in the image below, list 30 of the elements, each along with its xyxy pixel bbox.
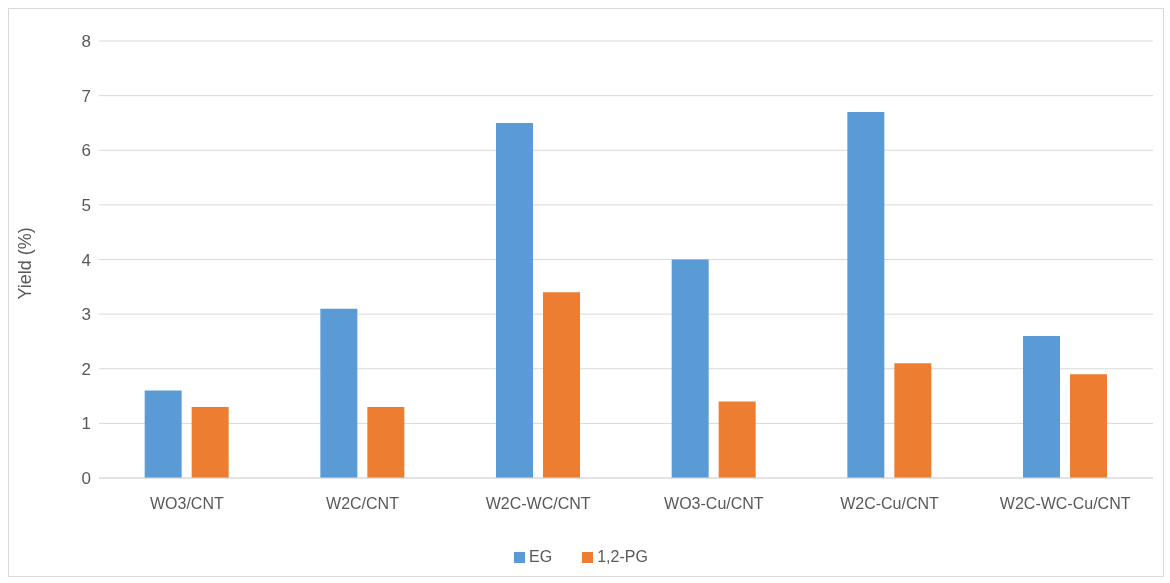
bar xyxy=(543,292,581,478)
y-tick-label: 7 xyxy=(81,86,91,106)
bar xyxy=(718,401,756,478)
x-tick-label: WO3/CNT xyxy=(149,495,224,513)
y-tick-label: 8 xyxy=(81,32,91,52)
y-tick-label: 1 xyxy=(81,414,91,434)
bar xyxy=(367,406,405,478)
bar xyxy=(671,259,709,478)
y-tick-label: 2 xyxy=(81,359,91,379)
bar xyxy=(1023,335,1061,478)
y-axis-title: Yield (%) xyxy=(15,227,36,300)
bar xyxy=(320,308,358,478)
bar xyxy=(496,122,534,478)
bar xyxy=(144,390,182,478)
x-tick-label: W2C-WC-Cu/CNT xyxy=(999,495,1131,513)
x-tick-label: W2C-WC/CNT xyxy=(485,495,591,513)
y-tick-label: 3 xyxy=(81,305,91,325)
y-tick-label: 4 xyxy=(81,250,91,270)
bar xyxy=(894,363,932,478)
y-tick-label: 0 xyxy=(81,469,91,489)
bar xyxy=(847,112,885,478)
x-tick-label: WO3-Cu/CNT xyxy=(664,495,764,513)
x-tick-label: W2C/CNT xyxy=(326,495,400,513)
bar xyxy=(191,406,229,478)
y-tick-label: 5 xyxy=(81,195,91,215)
bar xyxy=(1070,374,1108,478)
legend-label: 1,2-PG xyxy=(597,548,648,565)
legend-label: EG xyxy=(529,548,553,565)
x-tick-label: W2C-Cu/CNT xyxy=(840,495,940,513)
y-tick-label: 6 xyxy=(81,141,91,161)
